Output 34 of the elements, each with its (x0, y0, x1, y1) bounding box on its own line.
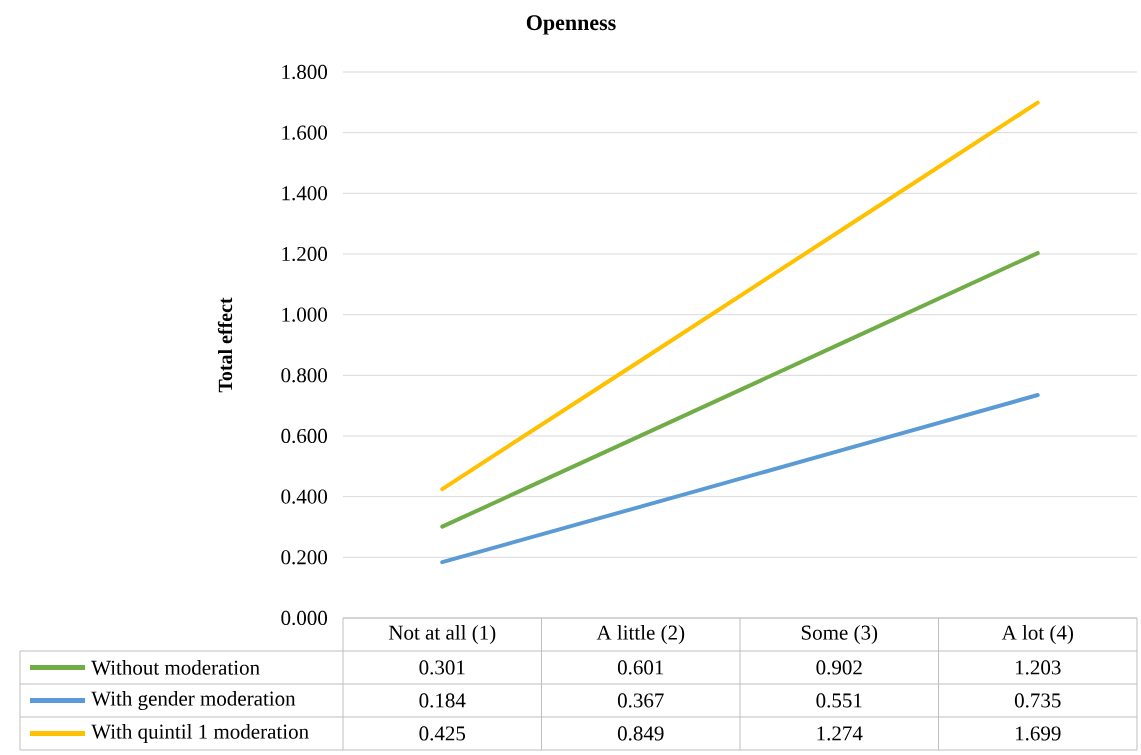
y-tick-label: 1.400 (282, 186, 328, 201)
legend-label: With quintil 1 moderation (91, 723, 309, 743)
y-tick-label: 0.400 (281, 489, 328, 504)
data-label: 0.184 (419, 693, 466, 708)
y-tick-label: 1.000 (282, 307, 328, 322)
line-series (440, 251, 1040, 529)
line-series (440, 393, 1040, 565)
y-tick-label: 1.800 (282, 64, 328, 80)
data-label: 0.301 (419, 660, 465, 675)
data-label: 0.425 (419, 726, 466, 741)
x-tick-label: Some (3) (801, 624, 878, 645)
data-label: 0.601 (617, 660, 664, 675)
x-tick-label: A lot (4) (1001, 624, 1073, 645)
y-tick-label: 0.200 (281, 550, 328, 565)
chart-title: Openness (526, 15, 616, 35)
y-tick-label: 1.200 (282, 246, 328, 262)
data-label: 1.203 (1015, 660, 1061, 675)
data-label: 1.274 (817, 726, 863, 741)
x-tick-label: A little (2) (596, 624, 685, 645)
x-tick-label: Not at all (1) (388, 624, 496, 645)
y-tick-label: 0.800 (281, 368, 328, 383)
y-tick-label: 0.600 (281, 428, 328, 444)
legend-label: Without moderation (91, 660, 260, 675)
data-label: 1.699 (1015, 726, 1061, 741)
data-label: 0.902 (816, 660, 862, 675)
data-label: 0.735 (1014, 693, 1061, 708)
data-label: 0.551 (816, 693, 862, 708)
y-tick-label: 0.000 (281, 610, 328, 626)
y-axis-title: Total effect (217, 297, 233, 393)
legend-label: With gender moderation (91, 690, 296, 711)
data-label: 0.849 (617, 726, 664, 741)
data-label: 0.367 (617, 693, 664, 708)
line-series (440, 100, 1040, 492)
y-tick-label: 1.600 (282, 125, 328, 140)
